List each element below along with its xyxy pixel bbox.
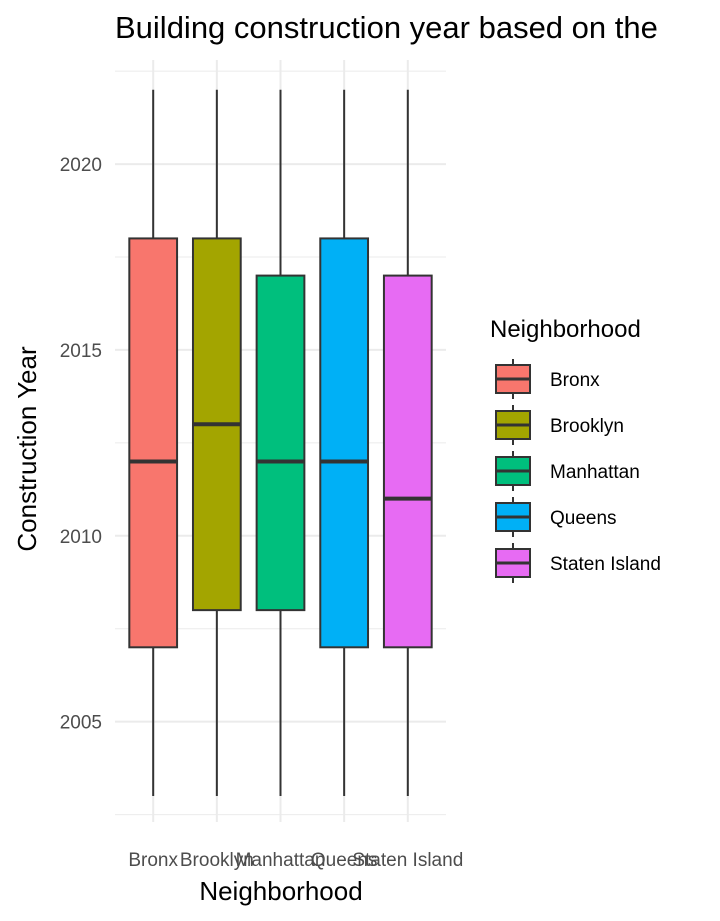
y-tick-label: 2015 [60,341,102,362]
legend-label: Queens [550,508,617,529]
box-manhattan [255,89,306,796]
legend-item-staten-island: Staten Island [495,543,661,583]
legend-item-queens: Queens [495,497,617,537]
box-bronx [128,89,179,796]
box-body [255,274,306,612]
box-queens [319,89,370,796]
legend: Neighborhood Bronx Brooklyn Manhattan Queens… [490,316,661,583]
legend-label: Manhattan [550,462,640,483]
legend-item-bronx: Bronx [495,359,600,399]
legend-item-brooklyn: Brooklyn [495,405,624,445]
box-brooklyn [191,89,242,796]
x-tick-label: Staten Island [352,850,463,871]
y-axis-label: Construction Year [12,346,42,552]
boxes [128,89,433,796]
legend-label: Bronx [550,370,600,391]
box-body [319,237,370,649]
box-staten-island [382,89,433,796]
legend-label: Brooklyn [550,416,624,437]
chart-title: Building construction year based on the [115,10,658,45]
x-tick-label: Queens [311,850,378,871]
x-tick-label: Brooklyn [180,850,254,871]
box-body [382,274,433,649]
legend-item-manhattan: Manhattan [495,451,640,491]
legend-label: Staten Island [550,554,661,575]
y-tick-label: 2020 [60,155,102,176]
x-axis-label: Neighborhood [199,876,362,906]
y-tick-label: 2010 [60,527,102,548]
y-axis: 2005 2010 2015 2020 [60,155,102,734]
x-tick-label: Bronx [128,850,178,871]
y-tick-label: 2005 [60,713,102,734]
x-tick-label: Manhattan [236,850,326,871]
box-body [128,237,179,649]
legend-title: Neighborhood [490,316,641,343]
